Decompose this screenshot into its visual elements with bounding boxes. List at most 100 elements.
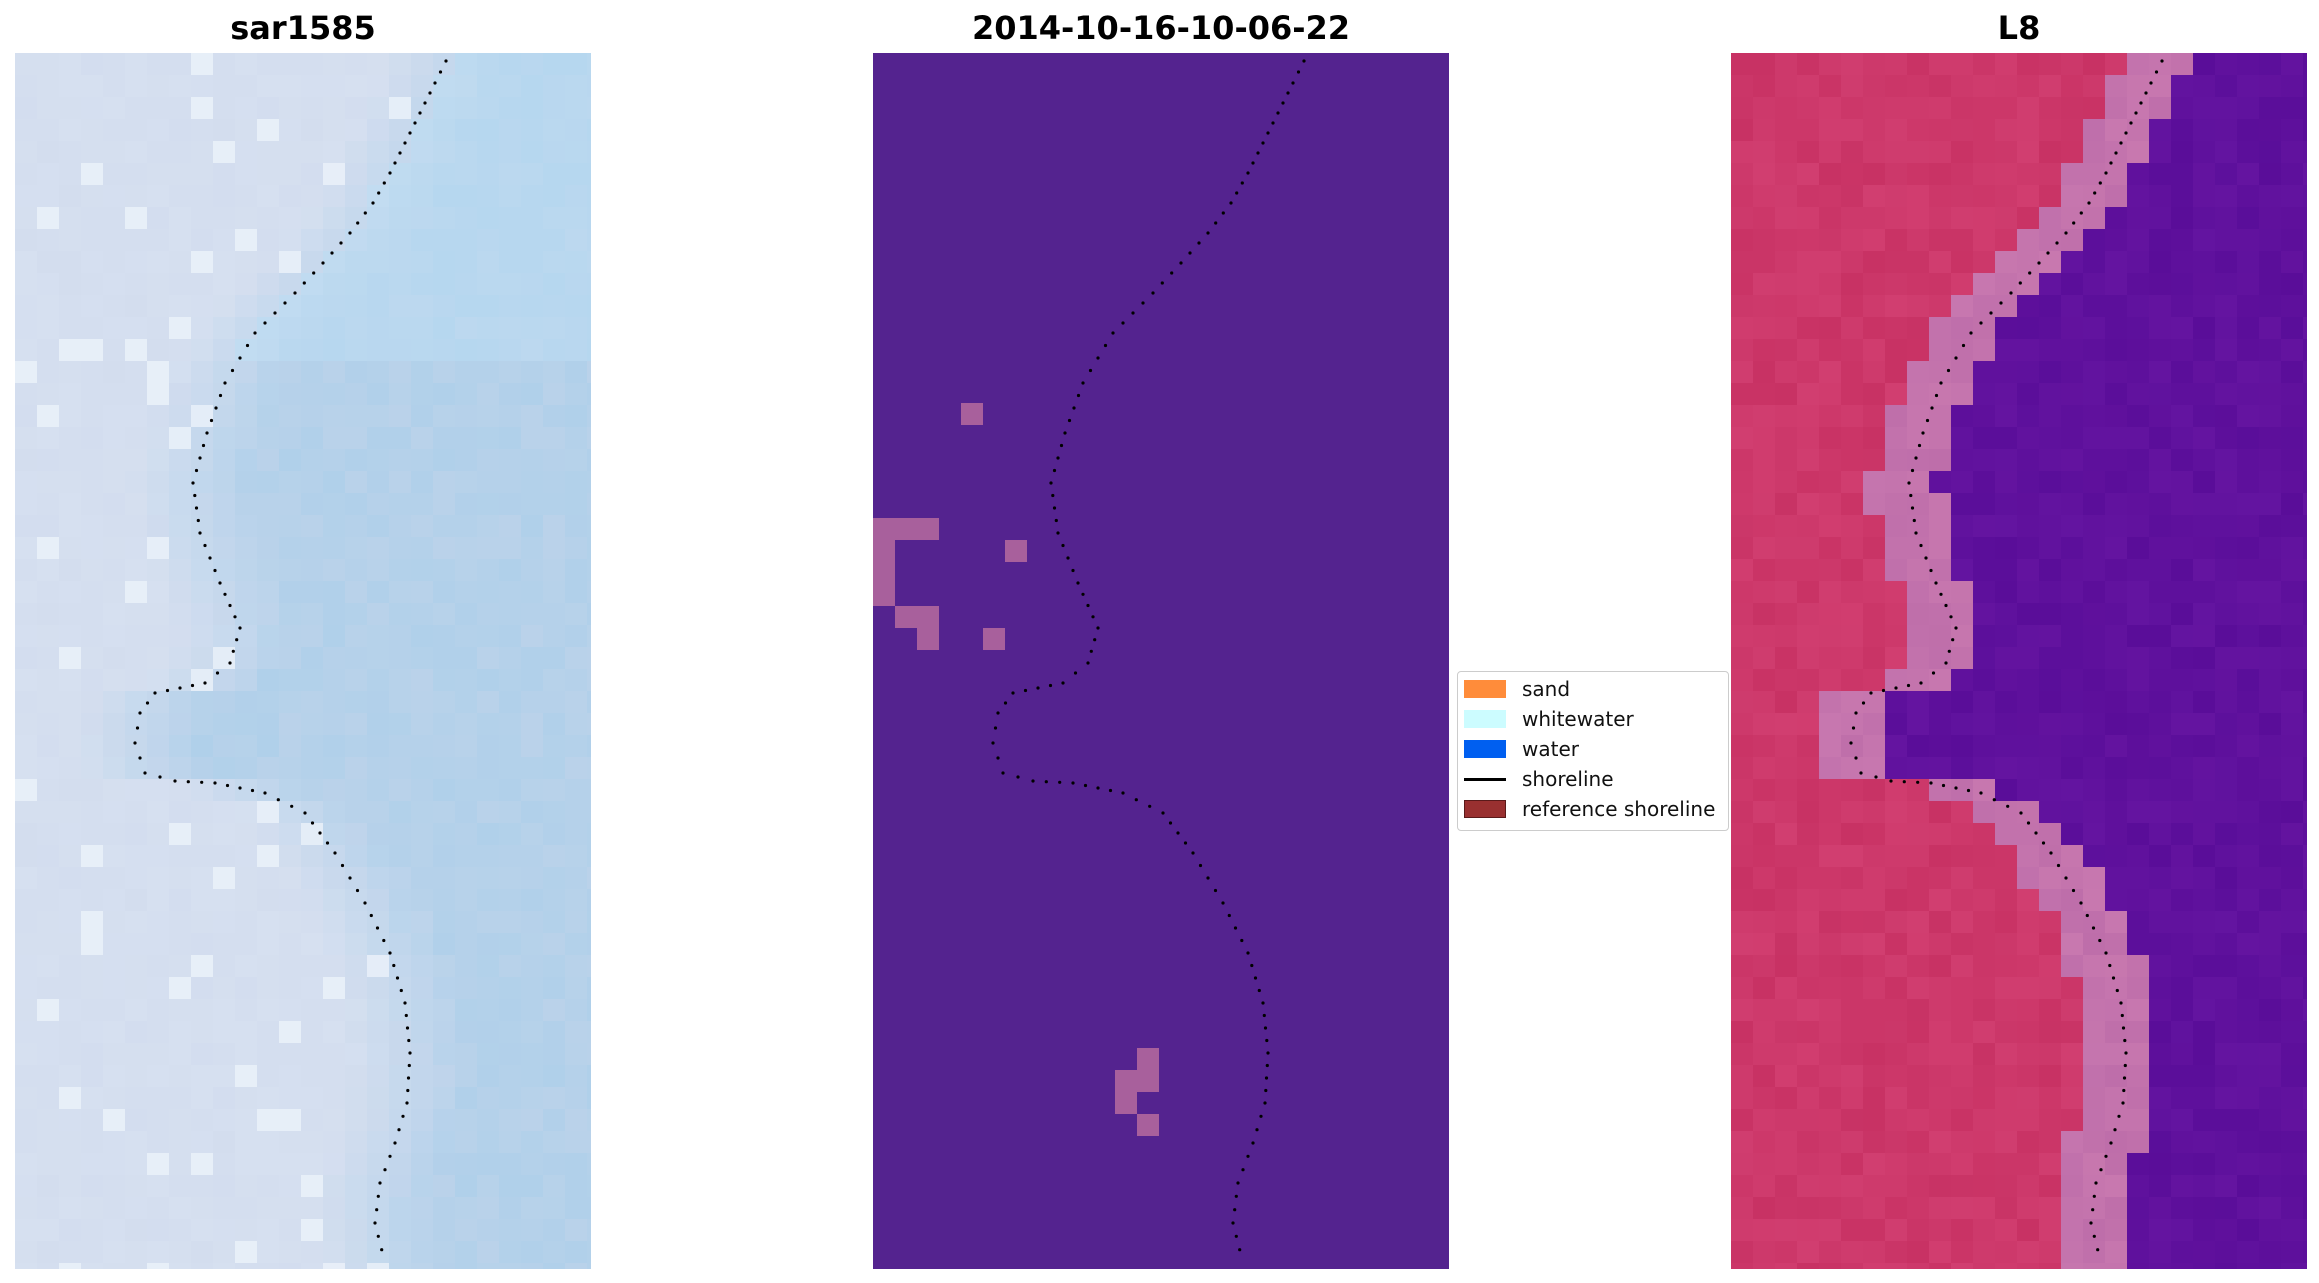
index-pixel	[1775, 1219, 1797, 1241]
index-pixel	[2171, 1043, 2193, 1065]
rgb-pixel	[543, 383, 565, 405]
shoreline-point	[2026, 821, 2031, 825]
index-pixel	[2017, 1153, 2039, 1175]
rgb-pixel	[235, 647, 257, 669]
index-pixel	[1775, 1197, 1797, 1219]
index-pixel	[2083, 1175, 2105, 1197]
rgb-pixel	[587, 559, 591, 581]
shoreline-point	[2056, 863, 2061, 868]
index-pixel	[2193, 163, 2215, 185]
index-pixel	[1973, 97, 1995, 119]
index-pixel	[1907, 317, 1929, 339]
rgb-pixel	[15, 1065, 37, 1087]
index-pixel	[1995, 383, 2017, 405]
rgb-pixel	[103, 1241, 125, 1263]
index-pixel	[2259, 1241, 2281, 1263]
rgb-pixel	[367, 1109, 389, 1131]
rgb-pixel	[191, 361, 213, 383]
rgb-pixel	[235, 1197, 257, 1219]
rgb-pixel	[477, 977, 499, 999]
shoreline-point	[209, 418, 214, 423]
index-pixel	[1907, 1153, 1929, 1175]
rgb-pixel	[279, 1087, 301, 1109]
rgb-pixel	[389, 955, 411, 977]
rgb-pixel	[15, 1241, 37, 1263]
index-pixel	[1929, 1153, 1951, 1175]
rgb-pixel	[345, 559, 367, 581]
index-pixel	[1995, 163, 2017, 185]
index-pixel	[2105, 339, 2127, 361]
index-pixel	[2083, 339, 2105, 361]
index-pixel	[2149, 427, 2171, 449]
index-pixel	[2127, 75, 2149, 97]
index-pixel	[2237, 669, 2259, 691]
index-pixel	[1841, 999, 1863, 1021]
rgb-pixel	[323, 471, 345, 493]
index-pixel	[2281, 1219, 2303, 1241]
rgb-pixel	[125, 757, 147, 779]
index-pixel	[2127, 163, 2149, 185]
rgb-pixel	[147, 1197, 169, 1219]
index-pixel	[1907, 581, 1929, 603]
shoreline-point	[2111, 976, 2116, 980]
index-pixel	[2237, 889, 2259, 911]
index-pixel	[2017, 163, 2039, 185]
index-pixel	[2281, 1109, 2303, 1131]
index-pixel	[2149, 471, 2171, 493]
rgb-pixel	[565, 273, 587, 295]
index-pixel	[2061, 493, 2083, 515]
index-pixel	[2215, 581, 2237, 603]
index-pixel	[2303, 53, 2307, 75]
index-pixel	[1995, 889, 2017, 911]
rgb-pixel	[301, 273, 323, 295]
rgb-pixel	[521, 1219, 543, 1241]
index-pixel	[2281, 97, 2303, 119]
index-pixel	[2259, 361, 2281, 383]
index-pixel	[1797, 75, 1819, 97]
legend-item-shoreline: shoreline	[1464, 766, 1614, 792]
index-pixel	[1973, 449, 1995, 471]
index-pixel	[1951, 625, 1973, 647]
index-pixel	[1753, 691, 1775, 713]
rgb-pixel	[587, 1131, 591, 1153]
index-pixel	[1797, 779, 1819, 801]
index-pixel	[2083, 427, 2105, 449]
rgb-pixel	[103, 999, 125, 1021]
rgb-pixel	[279, 735, 301, 757]
rgb-pixel	[147, 295, 169, 317]
rgb-pixel	[81, 1109, 103, 1131]
index-pixel	[2193, 1263, 2215, 1269]
index-pixel	[2259, 779, 2281, 801]
shoreline-point	[1061, 543, 1065, 548]
rgb-pixel	[147, 1087, 169, 1109]
rgb-pixel	[367, 471, 389, 493]
index-pixel	[1929, 1043, 1951, 1065]
rgb-pixel	[213, 163, 235, 185]
index-pixel	[1753, 427, 1775, 449]
rgb-pixel	[323, 295, 345, 317]
index-pixel	[2149, 207, 2171, 229]
rgb-pixel	[147, 405, 169, 427]
rgb-pixel	[213, 405, 235, 427]
index-pixel	[2039, 273, 2061, 295]
shoreline-point	[1851, 726, 1856, 730]
shoreline-point	[194, 506, 199, 510]
index-pixel	[1907, 1131, 1929, 1153]
rgb-pixel	[345, 625, 367, 647]
index-pixel	[1863, 1043, 1885, 1065]
rgb-pixel	[125, 977, 147, 999]
index-pixel	[2171, 933, 2193, 955]
rgb-pixel	[499, 383, 521, 405]
rgb-pixel	[345, 779, 367, 801]
shoreline-point	[1286, 91, 1290, 95]
index-pixel	[1885, 823, 1907, 845]
rgb-pixel	[411, 273, 433, 295]
rgb-pixel	[147, 537, 169, 559]
rgb-pixel	[477, 1021, 499, 1043]
rgb-pixel	[521, 955, 543, 977]
index-pixel	[1907, 669, 1929, 691]
index-pixel	[2083, 1153, 2105, 1175]
rgb-pixel	[543, 889, 565, 911]
rgb-pixel	[587, 75, 591, 97]
rgb-pixel	[411, 405, 433, 427]
